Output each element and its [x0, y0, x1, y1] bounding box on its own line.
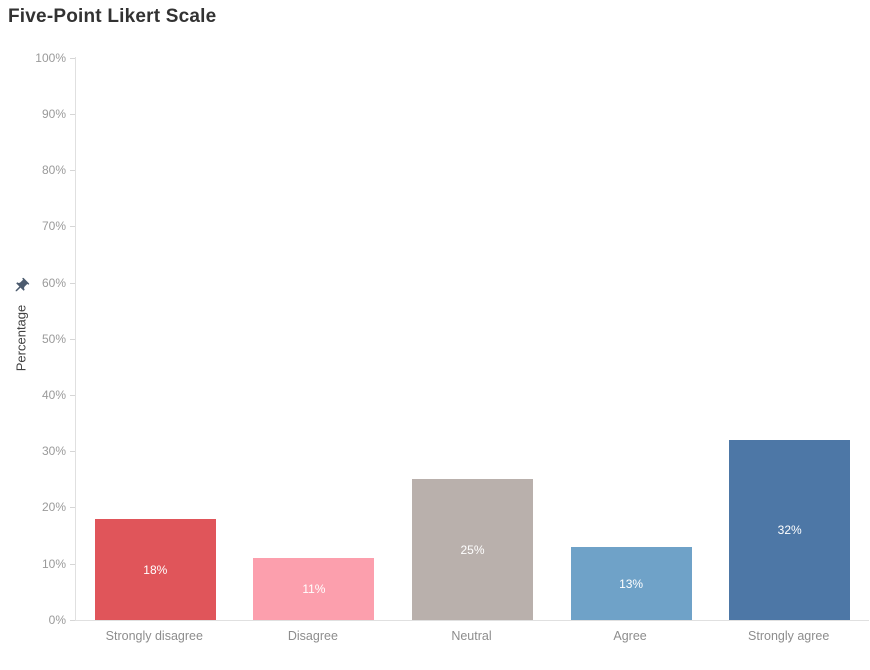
y-tick: 80% [0, 163, 75, 177]
y-tick-label: 50% [41, 332, 66, 346]
y-tick: 10% [0, 557, 75, 571]
bar-value-label: 11% [302, 582, 326, 596]
bar-strongly-disagree[interactable]: 18% [94, 519, 216, 620]
y-tick-label: 40% [41, 388, 66, 402]
bar-disagree[interactable]: 11% [253, 558, 375, 620]
y-tick-mark [70, 283, 75, 284]
y-tick: 100% [0, 51, 75, 65]
chart-title: Five-Point Likert Scale [8, 6, 217, 27]
y-tick-mark [70, 395, 75, 396]
x-category-label: Strongly disagree [105, 629, 203, 643]
x-axis-labels: Strongly disagree Disagree Neutral Agree… [75, 628, 868, 644]
x-category-label: Disagree [287, 629, 338, 643]
y-tick-mark [70, 620, 75, 621]
y-tick-label: 70% [41, 219, 66, 233]
bar-slot: 25% [393, 57, 552, 620]
y-tick-mark [70, 114, 75, 115]
bar-slot: 11% [235, 57, 394, 620]
y-tick-label: 80% [41, 163, 66, 177]
bar-value-label: 32% [777, 523, 802, 537]
x-category-label: Agree [613, 629, 647, 643]
y-tick-label: 0% [48, 613, 66, 627]
y-tick: 60% [0, 276, 75, 290]
y-tick-label: 60% [41, 276, 66, 290]
bar-slot: 13% [552, 57, 711, 620]
y-tick-mark [70, 564, 75, 565]
plot-area: 18% 11% 25% 13% 32% [75, 57, 869, 621]
x-category-label: Strongly agree [748, 629, 830, 643]
y-tick: 20% [0, 500, 75, 514]
bar-agree[interactable]: 13% [570, 547, 692, 620]
bar-neutral[interactable]: 25% [411, 479, 533, 620]
y-tick-label: 10% [41, 557, 66, 571]
y-tick-mark [70, 451, 75, 452]
y-tick-label: 20% [41, 500, 66, 514]
pin-icon[interactable] [8, 273, 33, 298]
y-tick-mark [70, 170, 75, 171]
y-tick-mark [70, 226, 75, 227]
y-tick: 40% [0, 388, 75, 402]
bar-value-label: 18% [143, 562, 168, 577]
y-tick: 0% [0, 613, 75, 627]
bar-strongly-agree[interactable]: 32% [729, 440, 851, 620]
y-tick-mark [70, 339, 75, 340]
y-tick: 50% [0, 332, 75, 346]
y-axis-title: Percentage [13, 304, 29, 372]
y-tick-mark [70, 58, 75, 59]
y-tick-label: 90% [41, 107, 66, 121]
bar-slot: 18% [76, 57, 235, 620]
bar-value-label: 13% [619, 576, 644, 591]
bar-slot: 32% [710, 57, 869, 620]
y-axis: 0% 10% 20% 30% 40% 50% 60% 70% 80% 90% 1… [0, 0, 75, 670]
x-category-label: Neutral [451, 629, 492, 643]
y-tick: 90% [0, 107, 75, 121]
y-tick-mark [70, 507, 75, 508]
y-tick: 70% [0, 219, 75, 233]
y-tick-label: 30% [41, 444, 66, 458]
y-tick-label: 100% [35, 51, 66, 65]
y-tick: 30% [0, 444, 75, 458]
bar-value-label: 25% [460, 542, 485, 557]
